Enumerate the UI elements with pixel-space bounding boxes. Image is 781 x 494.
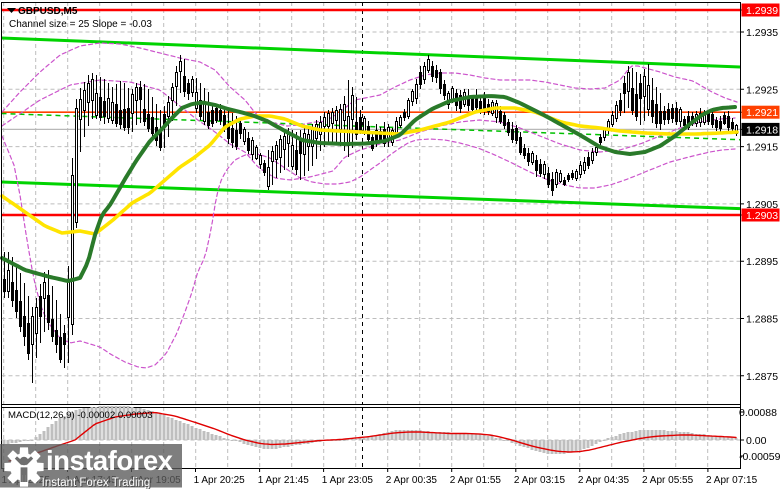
svg-text:0.00088: 0.00088 — [739, 407, 777, 419]
svg-text:1.2885: 1.2885 — [746, 314, 778, 326]
svg-text:instaforex: instaforex — [46, 445, 174, 476]
svg-text:1.2903: 1.2903 — [746, 210, 778, 222]
svg-text:Instant Forex Trading: Instant Forex Trading — [43, 478, 152, 489]
svg-text:2 Apr 00:35: 2 Apr 00:35 — [386, 475, 438, 486]
svg-text:1.2905: 1.2905 — [746, 199, 778, 211]
svg-text:1 Apr 20:25: 1 Apr 20:25 — [194, 475, 246, 486]
svg-text:Instant Forex Trading: Instant Forex Trading — [42, 477, 151, 489]
svg-text:2 Apr 01:55: 2 Apr 01:55 — [450, 475, 502, 486]
svg-text:0.00: 0.00 — [746, 435, 767, 447]
svg-text:1.2921: 1.2921 — [746, 107, 778, 119]
svg-text:1.2915: 1.2915 — [746, 142, 778, 154]
svg-text:2 Apr 03:15: 2 Apr 03:15 — [514, 475, 566, 486]
svg-text:-0.00059: -0.00059 — [739, 451, 781, 463]
svg-text:MACD(12,26,9) -0.00002 0.00003: MACD(12,26,9) -0.00002 0.00003 — [8, 410, 153, 421]
svg-text:Channel size = 25 Slope = -0.0: Channel size = 25 Slope = -0.03 — [9, 19, 152, 30]
svg-text:1.2895: 1.2895 — [746, 256, 778, 268]
svg-text:1.2875: 1.2875 — [746, 371, 778, 383]
svg-text:1.2939: 1.2939 — [746, 5, 778, 17]
svg-text:1 Apr 23:05: 1 Apr 23:05 — [322, 475, 374, 486]
svg-text:1.2935: 1.2935 — [746, 27, 778, 39]
svg-text:1.2918: 1.2918 — [746, 124, 778, 136]
svg-text:GBPUSD,M5: GBPUSD,M5 — [18, 6, 78, 17]
svg-text:2 Apr 05:55: 2 Apr 05:55 — [642, 475, 694, 486]
svg-text:2 Apr 04:35: 2 Apr 04:35 — [578, 475, 630, 486]
svg-text:1.2925: 1.2925 — [746, 84, 778, 96]
svg-text:1 Apr 21:45: 1 Apr 21:45 — [258, 475, 310, 486]
svg-text:2 Apr 07:15: 2 Apr 07:15 — [706, 475, 758, 486]
